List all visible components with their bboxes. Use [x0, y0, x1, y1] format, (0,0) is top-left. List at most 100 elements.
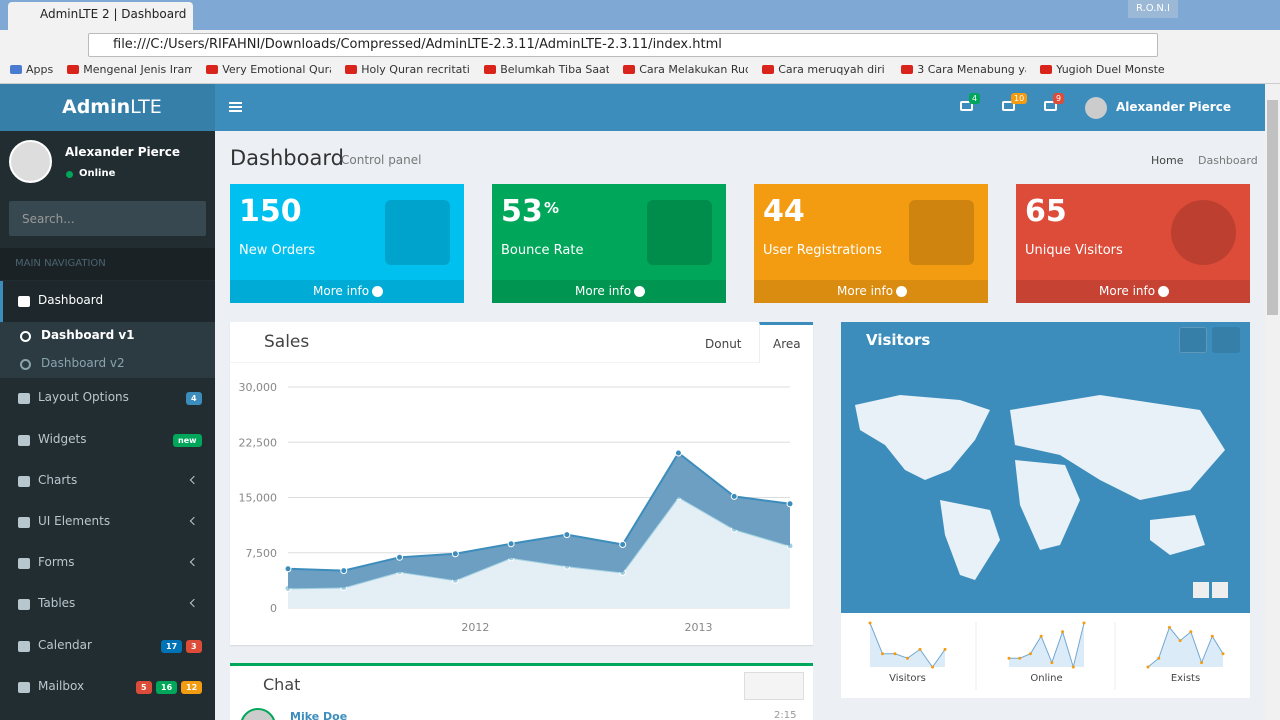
- bookmarks: Apps Mengenal Jenis Irama Very Emotional Q…: [10, 63, 1179, 76]
- area: [288, 453, 790, 589]
- small-box-unit: %: [544, 199, 560, 217]
- logo: [0, 84, 215, 131]
- small-box-label: User Registrations: [763, 243, 882, 258]
- menu-icon: [18, 599, 30, 610]
- bookmark-icon: [10, 65, 22, 74]
- y-tick-label: 22,500: [239, 436, 278, 449]
- collapse-button[interactable]: [1179, 327, 1207, 353]
- submenu-item[interactable]: Dashboard v1: [41, 328, 135, 342]
- area: [288, 496, 790, 608]
- tab[interactable]: [8, 2, 193, 30]
- tab-donut[interactable]: Donut: [705, 337, 742, 351]
- sparkline-point: [881, 652, 884, 656]
- chat-name[interactable]: Mike Doe: [290, 710, 348, 720]
- nav-icon[interactable]: [1044, 101, 1057, 111]
- bookmark-icon: [901, 65, 914, 74]
- point: [451, 550, 459, 558]
- small-box-number: 150: [239, 194, 302, 229]
- calendar-button[interactable]: [1212, 327, 1240, 353]
- sidebar-user: Alexander Pierce: [65, 145, 180, 159]
- page-subtitle: Control panel: [341, 153, 422, 167]
- search-placeholder: Search...: [22, 212, 75, 226]
- bookmark[interactable]: Mengenal Jenis Irama: [67, 63, 192, 76]
- small-box-label: Unique Visitors: [1025, 243, 1123, 258]
- menu-icon: [18, 641, 30, 652]
- bookmark[interactable]: Apps: [10, 63, 53, 76]
- chat-title: Chat: [263, 675, 301, 694]
- menu-item[interactable]: Tables: [38, 596, 76, 610]
- profile[interactable]: R.O.N.I: [1128, 0, 1178, 18]
- tab-bar: [0, 0, 1280, 30]
- more-info-icon: [372, 286, 383, 297]
- scroll-thumb[interactable]: [1267, 100, 1278, 315]
- bookmark-icon: [345, 65, 358, 74]
- small-box-icon: [385, 200, 450, 265]
- menu-item[interactable]: UI Elements: [38, 514, 111, 528]
- menu-item[interactable]: Mailbox: [38, 679, 85, 693]
- bookmark[interactable]: Holy Quran recritation: [345, 63, 470, 76]
- sparkline-label: Visitors: [889, 673, 926, 684]
- status: Online: [79, 168, 116, 179]
- menu-item[interactable]: Forms: [38, 555, 75, 569]
- small-box-footer: [230, 280, 464, 303]
- bookmark[interactable]: Yugioh Duel Monster: [1040, 63, 1165, 76]
- nav-icon[interactable]: [1002, 101, 1015, 111]
- bookmark[interactable]: Cara meruqyah diri se: [762, 63, 887, 76]
- sparkline-area: [1009, 623, 1084, 667]
- sparkline-point: [1050, 661, 1054, 665]
- avatar: [1085, 97, 1107, 119]
- zoom-in[interactable]: [1193, 582, 1209, 598]
- bookmark-icon: [484, 65, 497, 74]
- search-box[interactable]: [9, 201, 206, 236]
- sparkline-label: Exists: [1171, 673, 1200, 684]
- breadcrumb-home[interactable]: Home: [1151, 154, 1184, 167]
- bookmark[interactable]: Cara Melakukan Ruqy: [623, 63, 748, 76]
- header-user[interactable]: Alexander Pierce: [1116, 100, 1231, 114]
- address-bar[interactable]: [88, 33, 1158, 57]
- chat-status-buttons[interactable]: [744, 672, 804, 700]
- zoom-out[interactable]: [1212, 582, 1228, 598]
- bookmark[interactable]: 3 Cara Menabung yan: [901, 63, 1026, 76]
- menu-badge: 3: [186, 640, 202, 653]
- sidebar-avatar: [9, 140, 52, 183]
- small-box-footer: [1016, 280, 1250, 303]
- australia: [1150, 515, 1205, 555]
- sparkline-point: [1082, 621, 1086, 625]
- small-box-number: 65: [1025, 194, 1067, 229]
- point: [340, 567, 348, 575]
- menu-item[interactable]: Charts: [38, 473, 78, 487]
- sparkline-point: [1028, 652, 1032, 656]
- x-tick-label: 2013: [685, 621, 713, 634]
- more-info[interactable]: More info: [575, 284, 632, 298]
- menu-item[interactable]: Calendar: [38, 638, 92, 652]
- chat-box: [230, 663, 813, 720]
- sparkline-point: [1071, 665, 1075, 669]
- menu-item[interactable]: Dashboard: [38, 293, 104, 307]
- submenu-icon: [20, 359, 31, 370]
- sparkline-area: [870, 623, 945, 667]
- sparkline: [1147, 626, 1224, 668]
- visitors-title: Visitors: [866, 331, 931, 349]
- menu-toggle[interactable]: [229, 102, 242, 104]
- more-info[interactable]: More info: [837, 284, 894, 298]
- menu-icon: [18, 558, 30, 569]
- bookmark[interactable]: Very Emotional Quran: [206, 63, 331, 76]
- bookmark[interactable]: Belumkah Tiba Saatny: [484, 63, 609, 76]
- y-tick-label: 15,000: [239, 492, 278, 505]
- more-info[interactable]: More info: [1099, 284, 1156, 298]
- status-dot: [66, 171, 73, 178]
- small-box-label: Bounce Rate: [501, 243, 584, 258]
- small-box-icon: [1171, 200, 1236, 265]
- bookmark-icon: [1040, 65, 1053, 74]
- menu-item[interactable]: Widgets: [38, 432, 87, 446]
- menu-icon: [18, 435, 30, 446]
- nav-icon[interactable]: [960, 101, 973, 111]
- menu-icon: [18, 476, 30, 487]
- more-info[interactable]: More info: [313, 284, 370, 298]
- menu-item[interactable]: Layout Options: [38, 390, 129, 404]
- active-tab: [759, 322, 813, 363]
- tab-area[interactable]: Area: [773, 337, 801, 351]
- submenu-item[interactable]: Dashboard v2: [41, 356, 125, 370]
